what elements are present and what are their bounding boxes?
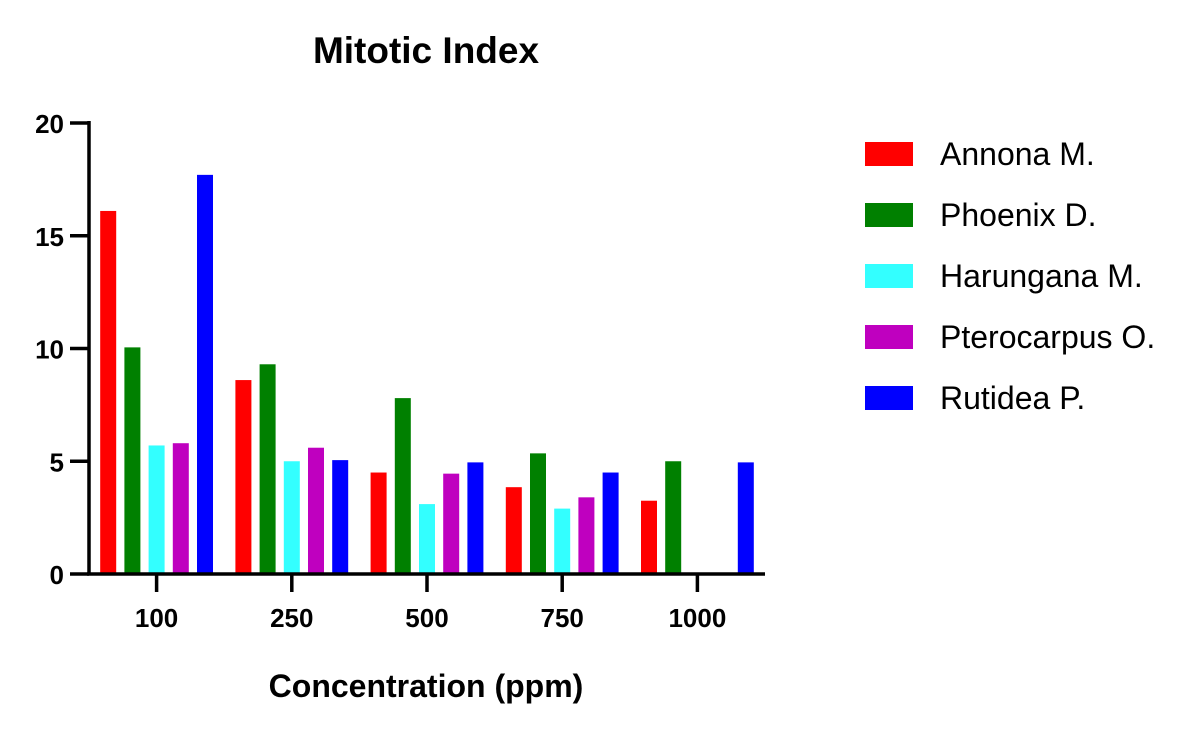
bar [443,473,460,574]
bar [283,461,300,574]
x-tick-label: 250 [270,603,313,633]
bar [419,504,435,574]
chart-title: Mitotic Index [313,30,540,71]
legend-swatch [865,203,913,227]
bar [665,461,682,574]
bar [197,174,213,575]
bar [370,472,387,574]
legend-swatch [865,264,913,288]
bar [505,487,522,574]
bar [148,445,165,574]
legend-label: Annona M. [940,136,1095,172]
x-tick-label: 500 [405,603,448,633]
bar [259,364,276,574]
bar [172,443,189,574]
x-axis-label: Concentration (ppm) [269,668,584,704]
bar [602,472,619,574]
y-tick-label: 10 [35,335,64,365]
y-tick-label: 5 [50,447,64,477]
x-tick-label: 750 [541,603,584,633]
legend-label: Phoenix D. [940,197,1097,233]
bar [308,447,324,574]
bar [100,210,117,574]
bars-group [100,174,754,575]
y-tick-label: 15 [35,222,64,252]
legend-swatch [865,142,913,166]
bar [641,500,657,574]
y-axis-ticks: 0 5 10 15 20 [35,109,89,590]
legend: Annona M. Phoenix D. Harungana M. Pterocarp… [865,136,1155,416]
bar [554,508,571,574]
legend-swatch [865,325,913,349]
y-tick-label: 0 [50,560,64,590]
bar [394,398,411,574]
legend-label: Pterocarpus O. [940,319,1155,355]
bar [737,462,754,574]
bar [235,380,252,574]
legend-label: Harungana M. [940,258,1143,294]
x-tick-label: 100 [135,603,178,633]
legend-label: Rutidea P. [940,380,1085,416]
x-tick-label: 1000 [668,603,726,633]
y-tick-label: 20 [35,109,64,139]
bar [578,497,595,574]
legend-swatch [865,386,913,410]
bar [530,453,546,574]
x-axis-ticks: 100 250 500 750 1000 [135,574,726,633]
bar [467,462,484,574]
bar [332,460,349,574]
bar [124,347,141,574]
